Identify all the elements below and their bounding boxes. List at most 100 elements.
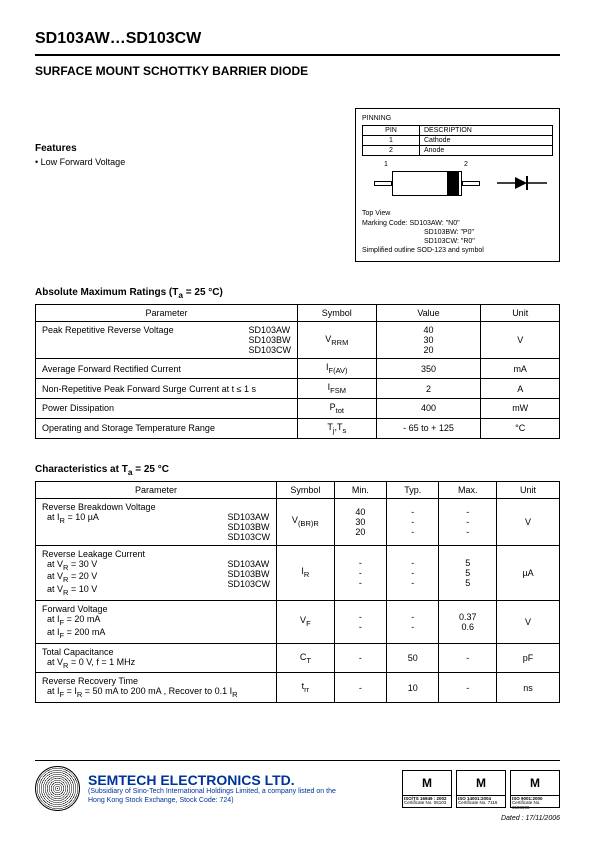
param-cell: Power Dissipation (36, 398, 298, 418)
min-cell: - (334, 643, 386, 673)
param-cell: Total Capacitance at VR = 0 V, f = 1 MHz (36, 643, 277, 673)
chars-table: ParameterSymbolMin.Typ.Max.Unit Reverse … (35, 481, 560, 704)
chars-col: Typ. (387, 481, 439, 498)
chars-title-main: Characteristics at T (35, 464, 128, 475)
cert-text: ISO 9001:2000Certificate No. 0508908 (511, 795, 559, 808)
chars-col: Unit (497, 481, 560, 498)
symbol-cell: Ptot (298, 398, 377, 418)
unit-cell: mW (481, 398, 560, 418)
company-name: SEMTECH ELECTRONICS LTD. (88, 772, 348, 788)
param-cell: Operating and Storage Temperature Range (36, 418, 298, 438)
max-cell: - (439, 643, 497, 673)
typ-cell: 50 (387, 643, 439, 673)
symbol-cell: IFSM (298, 379, 377, 399)
cert-badge: M ISO/TS 16949 : 2002Certificate No. 051… (402, 770, 452, 808)
abs-max-col: Symbol (298, 305, 377, 322)
subtitle: SURFACE MOUNT SCHOTTKY BARRIER DIODE (35, 64, 560, 78)
marking-line-2: SD103CW: "R0" (362, 237, 553, 246)
value-cell: 400 (376, 398, 481, 418)
abs-max-col: Parameter (36, 305, 298, 322)
dated-label: Dated : 17/11/2006 (35, 815, 560, 822)
pinning-col-pin: PIN (363, 126, 420, 136)
abs-max-title-main: Absolute Maximum Ratings (T (35, 287, 178, 298)
footer-rule (35, 760, 560, 761)
min-cell: -- (334, 600, 386, 643)
chars-col: Min. (334, 481, 386, 498)
unit-cell: A (481, 379, 560, 399)
marking-text: Marking Code: SD103AW: "N0" SD103BW: "P0… (362, 219, 553, 255)
symbol-cell: IF(AV) (298, 359, 377, 379)
param-cell: Peak Repetitive Reverse VoltageSD103AWSD… (36, 322, 298, 359)
pinning-box: PINNING PIN DESCRIPTION 1 Cathode 2 Anod… (355, 108, 560, 262)
unit-cell: V (481, 322, 560, 359)
pinning-table: PIN DESCRIPTION 1 Cathode 2 Anode (362, 125, 553, 156)
cert-badge: M ISO 9001:2000Certificate No. 0508908 (510, 770, 560, 808)
cert-mark-icon: M (403, 771, 451, 795)
pinning-label: PINNING (362, 115, 553, 122)
header-rule (35, 54, 560, 56)
param-cell: Forward Voltage at IF = 20 mA at IF = 20… (36, 600, 277, 643)
min-cell: 403020 (334, 498, 386, 545)
max-cell: - (439, 673, 497, 703)
cert-boxes: M ISO/TS 16949 : 2002Certificate No. 051… (402, 770, 560, 808)
chars-col: Parameter (36, 481, 277, 498)
unit-cell: V (497, 600, 560, 643)
footer: SEMTECH ELECTRONICS LTD. (Subsidiary of … (35, 760, 560, 822)
diode-symbol-icon (497, 173, 547, 193)
value-cell: 403020 (376, 322, 481, 359)
cert-text: ISO 14001:2004Certificate No. 7116 (457, 795, 505, 808)
cert-badge: M ISO 14001:2004Certificate No. 7116 (456, 770, 506, 808)
unit-cell: °C (481, 418, 560, 438)
company-subtext: (Subsidiary of Sino-Tech International H… (88, 788, 348, 805)
param-cell: Non-Repetitive Peak Forward Surge Curren… (36, 379, 298, 399)
features-heading: Features (35, 143, 298, 154)
typ-cell: --- (387, 498, 439, 545)
cert-mark-icon: M (457, 771, 505, 795)
value-cell: - 65 to + 125 (376, 418, 481, 438)
chars-title: Characteristics at Ta = 25 °C (35, 464, 560, 477)
param-cell: Reverse Leakage Current at VR = 30 V at … (36, 545, 277, 600)
cert-mark-icon: M (511, 771, 559, 795)
pin-row-2-desc: Anode (420, 146, 553, 156)
company-logo-icon (35, 766, 80, 811)
topview-label: Top View (362, 210, 553, 217)
pinning-col-desc: DESCRIPTION (420, 126, 553, 136)
symbol-cell: IR (277, 545, 335, 600)
unit-cell: µA (497, 545, 560, 600)
symbol-cell: V(BR)R (277, 498, 335, 545)
top-block: Features • Low Forward Voltage PINNING P… (35, 108, 560, 262)
param-cell: Average Forward Rectified Current (36, 359, 298, 379)
symbol-cell: trr (277, 673, 335, 703)
param-cell: Reverse Breakdown Voltage at IR = 10 µAS… (36, 498, 277, 545)
max-cell: --- (439, 498, 497, 545)
marking-line-1: SD103BW: "P0" (362, 228, 553, 237)
value-cell: 2 (376, 379, 481, 399)
package-drawing: 1 2 (362, 161, 553, 206)
value-cell: 350 (376, 359, 481, 379)
pkg-lead-right (462, 181, 480, 186)
marking-line-0: Marking Code: SD103AW: "N0" (362, 219, 553, 228)
param-cell: Reverse Recovery Time at IF = IR = 50 mA… (36, 673, 277, 703)
pkg-lead-left (374, 181, 392, 186)
symbol-cell: CT (277, 643, 335, 673)
abs-max-col: Unit (481, 305, 560, 322)
cert-text: ISO/TS 16949 : 2002Certificate No. 05103 (403, 795, 451, 808)
unit-cell: ns (497, 673, 560, 703)
chars-col: Symbol (277, 481, 335, 498)
feature-item: • Low Forward Voltage (35, 157, 298, 167)
abs-max-title: Absolute Maximum Ratings (Ta = 25 °C) (35, 287, 560, 300)
unit-cell: V (497, 498, 560, 545)
pin-row-1-num: 1 (363, 136, 420, 146)
min-cell: --- (334, 545, 386, 600)
pkg-pin2-label: 2 (464, 161, 468, 168)
marking-line-3: Simplified outline SOD-123 and symbol (362, 246, 553, 255)
part-number: SD103AW…SD103CW (35, 30, 560, 48)
symbol-cell: VRRM (298, 322, 377, 359)
abs-max-title-tail: = 25 °C) (183, 287, 223, 298)
pin-row-1-desc: Cathode (420, 136, 553, 146)
unit-cell: pF (497, 643, 560, 673)
chars-title-tail: = 25 °C (132, 464, 169, 475)
features-column: Features • Low Forward Voltage (35, 108, 298, 262)
max-cell: 555 (439, 545, 497, 600)
pkg-cathode-band (447, 171, 459, 196)
